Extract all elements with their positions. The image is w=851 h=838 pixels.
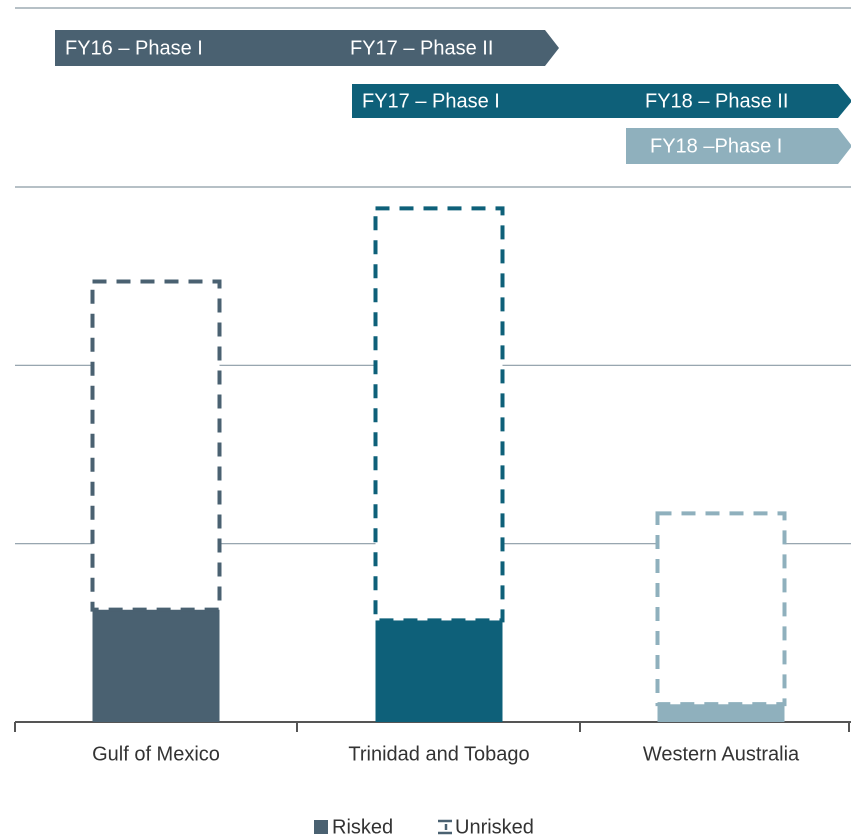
bar-risked: [375, 620, 503, 722]
phase-arrow: [352, 84, 851, 118]
phase-arrow: [55, 30, 559, 66]
x-tick-label: Western Australia: [643, 743, 800, 765]
phase-label: FY18 – Phase II: [645, 90, 788, 112]
phase-label: FY18 –Phase I: [650, 135, 782, 157]
legend-label: Unrisked: [455, 816, 534, 838]
legend-swatch: [314, 820, 328, 834]
bar-risked: [657, 704, 785, 722]
legend-label: Risked: [332, 816, 393, 838]
bar-risked: [92, 609, 220, 722]
phase-label: FY17 – Phase I: [362, 90, 500, 112]
phase-label: FY16 – Phase I: [65, 37, 203, 59]
phase-label: FY17 – Phase II: [350, 37, 493, 59]
bar-unrisked: [373, 206, 505, 623]
phase-arrow: [626, 128, 851, 164]
bar-unrisked: [655, 511, 787, 707]
x-tick-label: Gulf of Mexico: [92, 743, 220, 765]
x-tick-label: Trinidad and Tobago: [348, 743, 529, 765]
bar-unrisked: [90, 279, 222, 612]
